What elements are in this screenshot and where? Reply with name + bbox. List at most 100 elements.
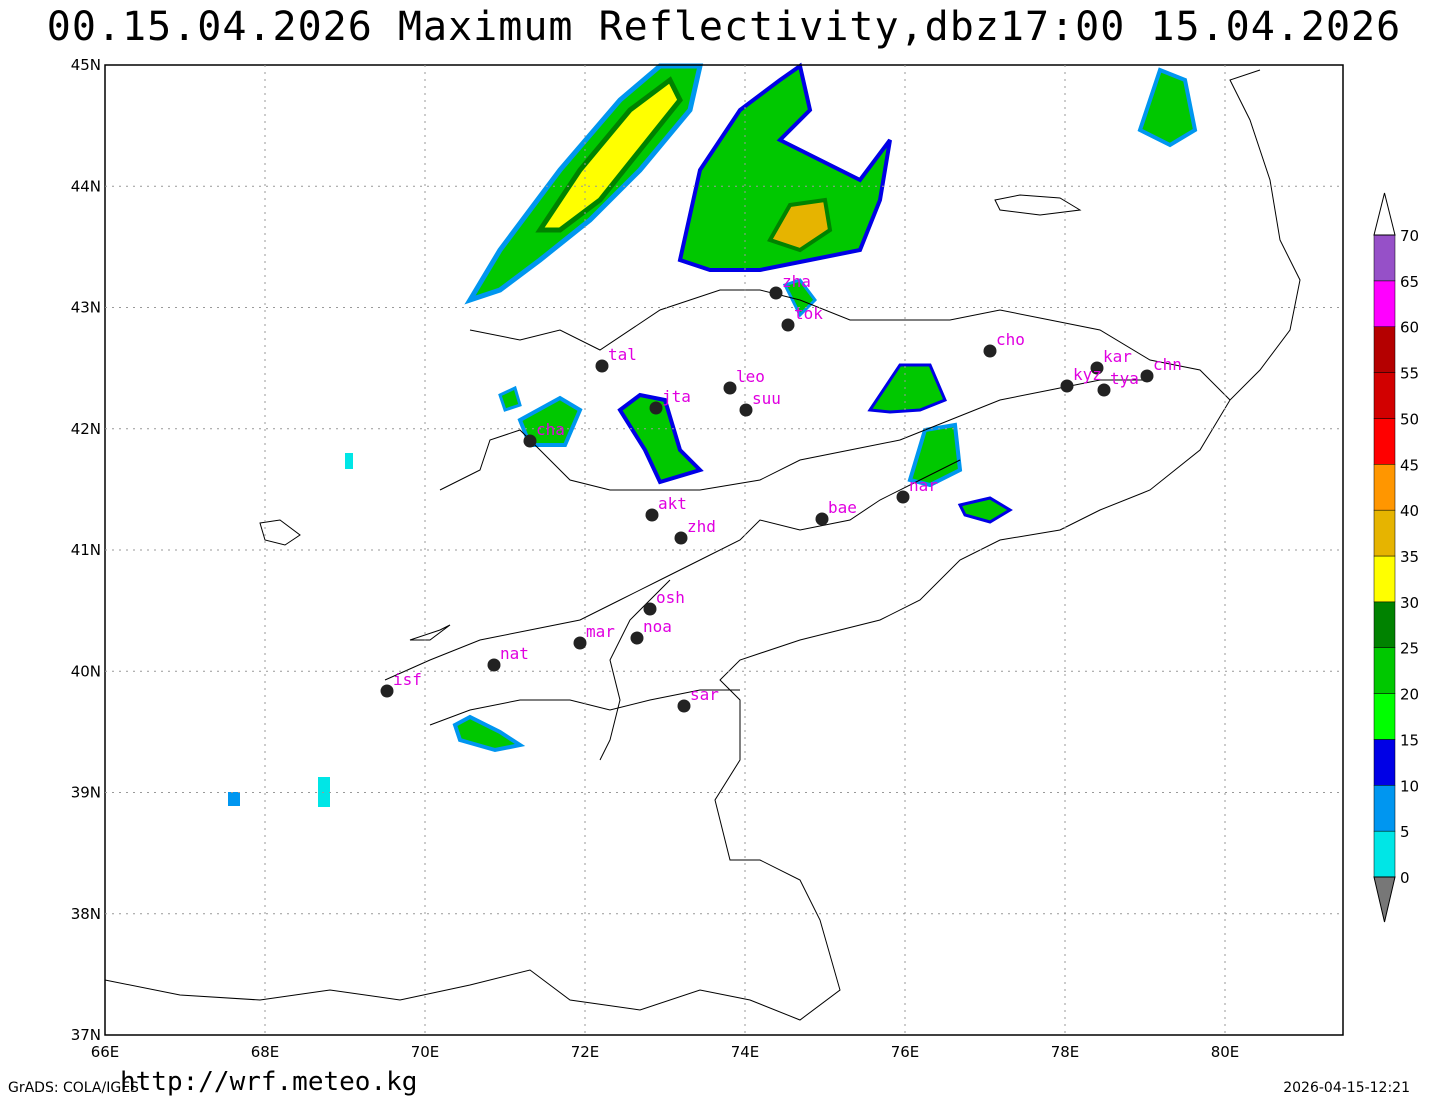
station-label: isf [393,670,422,689]
station-label: nar [909,476,938,495]
lon-label: 72E [571,1043,600,1061]
lat-label: 43N [71,299,101,317]
colorbar: 0 5 10 15 20 25 30 35 40 45 50 55 60 65 70 [1373,192,1419,923]
lon-label: 80E [1211,1043,1240,1061]
borders [104,69,1301,1021]
station-dot [1090,361,1104,375]
lon-label: 74E [731,1043,760,1061]
site-url: http://wrf.meteo.kg [120,1067,417,1097]
lon-label: 76E [891,1043,920,1061]
station-dot [573,636,587,650]
lat-label: 41N [71,541,101,559]
station-dot [649,401,663,415]
station-label: leo [736,367,765,386]
colorbar-label: 45 [1400,456,1419,474]
lon-label: 70E [411,1043,440,1061]
colorbar-segment [1373,326,1396,373]
colorbar-segment [1373,280,1396,327]
station-label: tok [794,304,823,323]
colorbar-label: 10 [1400,777,1419,795]
station-label: mar [586,622,615,641]
station-label: nat [500,644,529,663]
station-label: sar [690,685,719,704]
colorbar-label: 60 [1400,319,1419,337]
colorbar-segment [1373,647,1396,694]
colorbar-segment [1373,464,1396,511]
lat-label: 42N [71,420,101,438]
station-dot [487,658,501,672]
colorbar-label: 5 [1400,823,1410,841]
colorbar-segment [1373,785,1396,832]
station-label: tal [608,345,637,364]
colorbar-label: 30 [1400,594,1419,612]
colorbar-segment [1373,234,1396,282]
station-dot [523,434,537,448]
station-dot [643,602,657,616]
station-dot [645,508,659,522]
grads-credit: GrADS: COLA/IGES [8,1080,139,1096]
colorbar-bottom [1373,876,1396,923]
station-dot [380,684,394,698]
station-dot [595,359,609,373]
colorbar-segment [1373,418,1396,465]
colorbar-label: 20 [1400,686,1419,704]
colorbar-segment [1373,739,1396,786]
station-dot [723,381,737,395]
station-dot [677,699,691,713]
station-label: cho [996,330,1025,349]
colorbar-label: 70 [1400,227,1419,245]
lat-label: 39N [71,784,101,802]
station-dot [1060,379,1074,393]
colorbar-label: 25 [1400,640,1419,658]
station-dot [983,344,997,358]
lat-label: 44N [71,177,101,195]
colorbar-segment [1373,830,1396,878]
colorbar-label: 15 [1400,731,1419,749]
colorbar-label: 35 [1400,548,1419,566]
colorbar-segment [1373,372,1396,419]
station-dot [1140,369,1154,383]
station-dot [739,403,753,417]
station-label: osh [656,588,685,607]
lon-label: 66E [91,1043,120,1061]
colorbar-segment [1373,555,1396,603]
station-label: kar [1103,347,1132,366]
station-label: cha [536,420,565,439]
colorbar-top [1373,192,1396,236]
station-label: zha [782,272,811,291]
station-label: suu [752,389,781,408]
station-dot [815,512,829,526]
station-dot [896,490,910,504]
lat-label: 40N [71,662,101,680]
lon-label: 68E [251,1043,280,1061]
colorbar-segment [1373,601,1396,648]
station-label: chn [1153,355,1182,374]
colorbar-label: 55 [1400,365,1419,383]
station-dot [630,631,644,645]
colorbar-segment [1373,693,1396,740]
station-label: kyz [1073,365,1102,384]
station-label: tya [1110,369,1139,388]
lat-label: 37N [71,1026,101,1044]
station-label: bae [828,498,857,517]
lat-label: 38N [71,905,101,923]
title: 00.15.04.2026 Maximum Reflectivity,dbz17… [47,4,1401,50]
colorbar-segment [1373,509,1396,557]
station-label: zhd [687,517,716,536]
colorbar-label: 0 [1400,869,1410,887]
station-label: akt [658,494,687,513]
station-label: noa [643,617,672,636]
station-dot [781,318,795,332]
station-dot [769,286,783,300]
lat-label: 45N [71,56,101,74]
station-dot [674,531,688,545]
timestamp: 2026-04-15-12:21 [1283,1080,1410,1096]
station-dot [1097,383,1111,397]
station-label: jta [662,387,691,406]
colorbar-label: 50 [1400,410,1419,428]
radar-echoes [228,62,1198,807]
colorbar-label: 65 [1400,273,1419,291]
